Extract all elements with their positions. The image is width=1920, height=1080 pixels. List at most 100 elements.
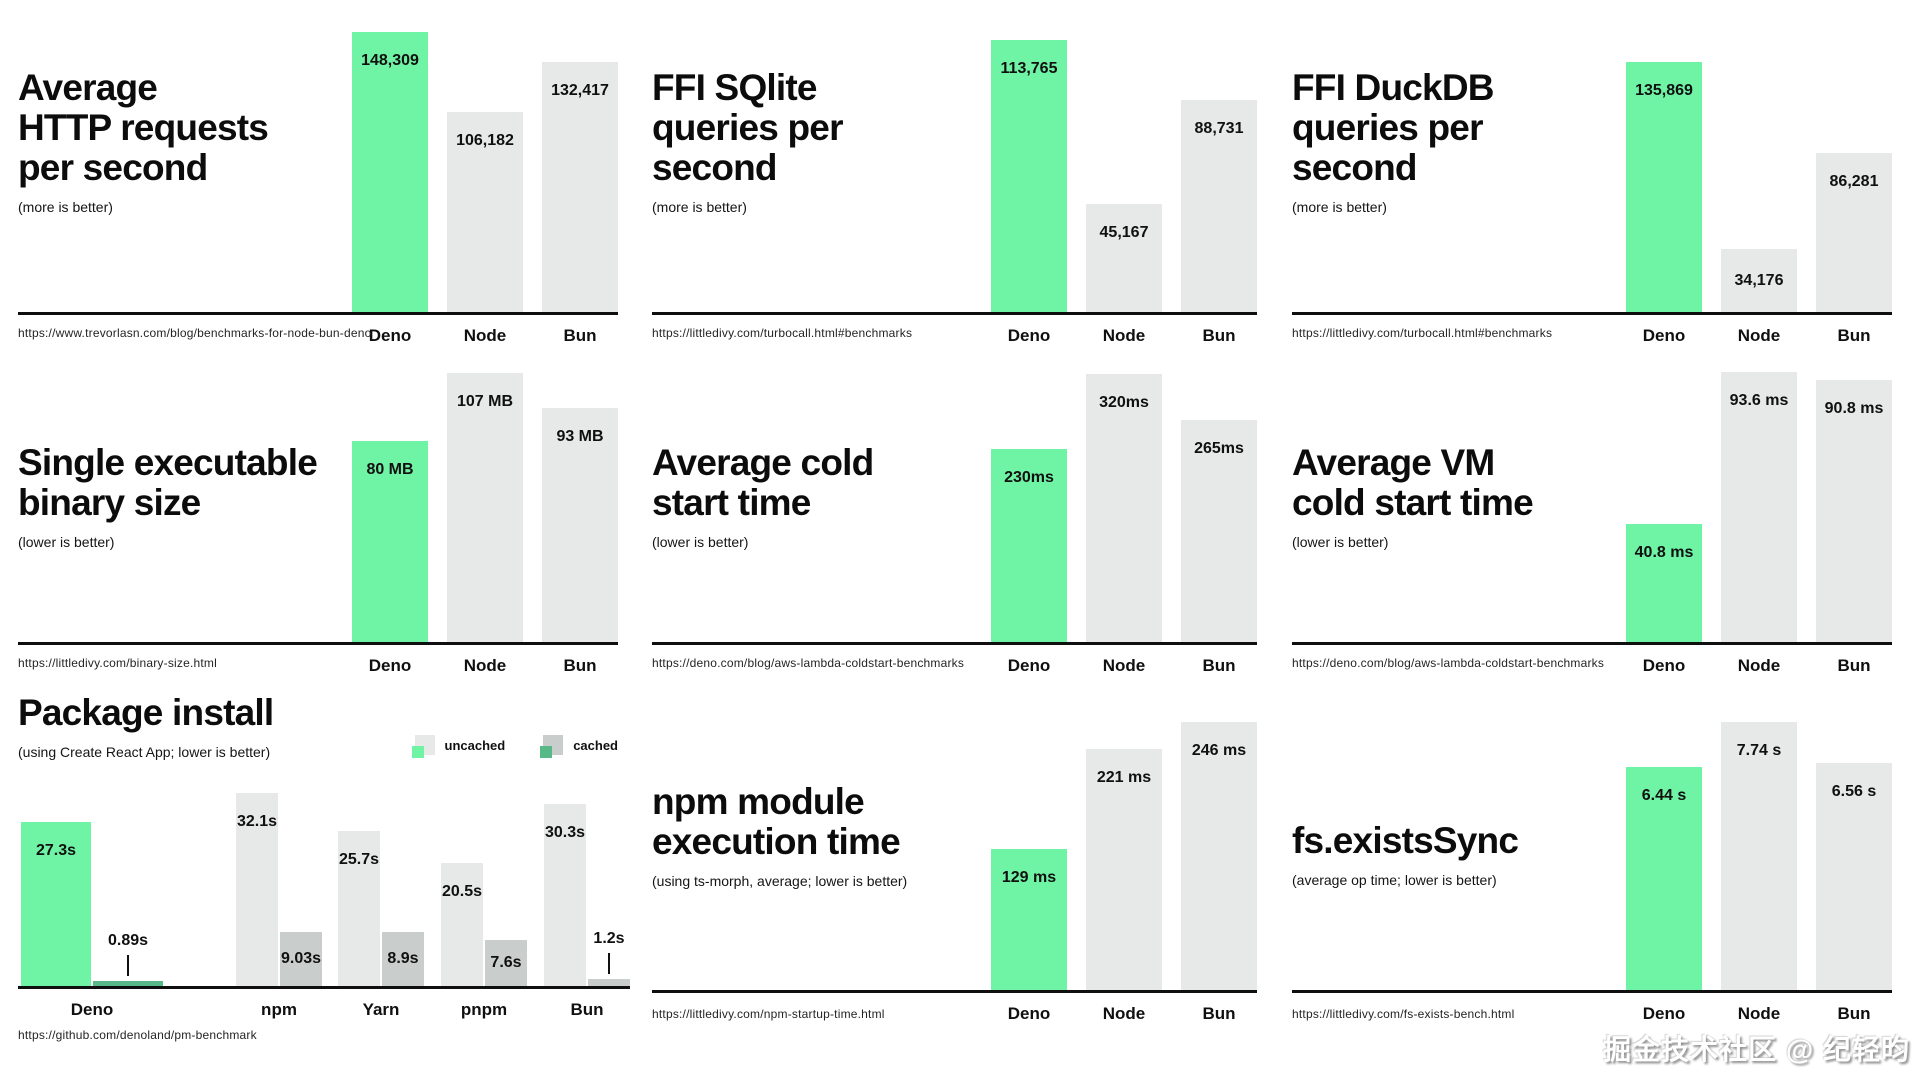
- legend: uncached cached: [411, 735, 618, 758]
- bar-deno: 135,869: [1626, 62, 1702, 312]
- bar-yarn-cached: 8.9s: [382, 932, 424, 986]
- chart-subtitle: (lower is better): [1292, 534, 1389, 550]
- bar-bun-uncached: 30.3s: [544, 804, 586, 986]
- bar-category-label: Deno: [1642, 326, 1686, 345]
- chart-subtitle: (lower is better): [652, 534, 749, 550]
- bar: 9.03s: [280, 932, 322, 986]
- chart-subtitle: (using ts-morph, average; lower is bette…: [652, 873, 908, 889]
- bar-category-label: Deno: [1642, 656, 1686, 675]
- bar-category-label: Node: [463, 326, 507, 345]
- bar-category-label: Node: [1737, 656, 1781, 675]
- chart-subtitle: (more is better): [1292, 199, 1387, 215]
- chart-title-line: Average VM: [1292, 442, 1495, 483]
- bar-node: 107 MB: [447, 373, 523, 642]
- bar: 320ms Node: [1086, 374, 1162, 675]
- chart-title-block: Average cold start time (lower is better): [652, 442, 874, 551]
- bar: 8.9s: [382, 932, 424, 986]
- chart-title-block: FFI DuckDB queries per second (more is bet…: [1292, 67, 1494, 216]
- chart-title-line: binary size: [18, 482, 201, 523]
- bar-value-label: 6.44 s: [1641, 787, 1687, 804]
- bar-value-label: 106,182: [456, 132, 514, 149]
- bar-category-label: Yarn: [362, 1000, 400, 1019]
- bar-bun: 6.56 s: [1816, 763, 1892, 990]
- bar-bun: 265ms: [1181, 420, 1257, 642]
- chart-title-block: fs.existsSync (average op time; lower is…: [1292, 821, 1519, 889]
- bar: 80 MB Deno: [352, 441, 428, 675]
- legend-item-cached: cached: [540, 735, 618, 758]
- bars: 80 MB Deno 107 MB Node 93 MB Bun: [352, 373, 618, 675]
- bar-pnpm-uncached: 20.5s: [441, 863, 483, 986]
- bar-value-label: 25.7s: [338, 851, 380, 868]
- legend-label: uncached: [444, 737, 506, 753]
- chart-title-line: start time: [652, 482, 811, 523]
- chart-subtitle: (using Create React App; lower is better…: [18, 744, 271, 760]
- chart-title-block: Single executable binary size (lower is b…: [18, 443, 318, 551]
- bar-npm-cached: 9.03s: [280, 932, 322, 986]
- bar-group-bun: 30.3s 1.2s Bun: [544, 804, 630, 1019]
- bar: 45,167 Node: [1086, 204, 1162, 345]
- bar-group-deno: 27.3s 0.89s Deno: [21, 822, 163, 1019]
- chart-title-line: per second: [18, 147, 208, 188]
- bar-value-label: 7.74 s: [1736, 742, 1782, 759]
- bar: 0.89s: [93, 932, 163, 986]
- bar: 265ms Bun: [1181, 420, 1257, 675]
- bar-value-label: 86,281: [1829, 173, 1879, 190]
- bar-bun: 88,731: [1181, 100, 1257, 312]
- bar-deno: 129 ms: [991, 849, 1067, 990]
- bar-category-label: Node: [1102, 656, 1146, 675]
- uncached-swatch-icon: [411, 735, 435, 758]
- bar: 113,765 Deno: [991, 40, 1067, 345]
- bar-value-label: 20.5s: [441, 883, 483, 900]
- bar-value-label: 1.2s: [593, 930, 625, 947]
- bar-node: 106,182: [447, 112, 523, 312]
- bar: 27.3s: [21, 822, 91, 986]
- bars: 27.3s 0.89s Deno 32.1s 9.03s npm 25.7s 8.9s Yarn…: [18, 793, 630, 1019]
- bar-category-label: Node: [1737, 1004, 1781, 1023]
- source-url: https://littledivy.com/fs-exists-bench.h…: [1292, 1007, 1515, 1021]
- bar: 135,869 Deno: [1626, 62, 1702, 345]
- chart-title-line: FFI DuckDB: [1292, 67, 1494, 108]
- chart-title-line: queries per: [1292, 107, 1483, 148]
- bar-category-label: Bun: [563, 326, 597, 345]
- bar: 34,176 Node: [1721, 249, 1797, 345]
- bar-value-label: 135,869: [1635, 82, 1693, 99]
- plot-area: 40.8 ms Deno 93.6 ms Node 90.8 ms Bun: [1292, 350, 1892, 675]
- source-url: https://littledivy.com/npm-startup-time.…: [652, 1007, 885, 1021]
- bar-value-label: 80 MB: [366, 461, 414, 478]
- bar-deno: 148,309: [352, 32, 428, 312]
- bar-value-label: 30.3s: [544, 824, 586, 841]
- plot-area: 230ms Deno 320ms Node 265ms Bun: [652, 350, 1257, 675]
- chart-title-line: Average cold: [652, 442, 874, 483]
- bar-value-label: 129 ms: [1001, 869, 1057, 886]
- source-url: https://www.trevorlasn.com/blog/benchmar…: [18, 326, 372, 340]
- bar-value-label: 113,765: [1000, 60, 1058, 77]
- watermark: 掘金技术社区 @ 纪轻昀: [1603, 1034, 1910, 1065]
- bar: 7.74 s Node: [1721, 722, 1797, 1023]
- legend-label: cached: [573, 737, 618, 753]
- bar-category-label: Bun: [1837, 1004, 1871, 1023]
- chart-title: Package install: [18, 693, 274, 733]
- source-url: https://github.com/denoland/pm-benchmark: [18, 1028, 257, 1042]
- chart-ffi-duckdb: FFI DuckDB queries per second (more is bet…: [1292, 20, 1892, 350]
- plot-area: 129 ms Deno 221 ms Node 246 ms Bun: [652, 700, 1257, 1023]
- chart-title-line: HTTP requests: [18, 107, 269, 148]
- bar-category-label: Deno: [1642, 1004, 1686, 1023]
- chart-title-line: second: [652, 147, 778, 188]
- cached-swatch-icon: [540, 735, 564, 758]
- bar-group-npm: 32.1s 9.03s npm: [236, 793, 322, 1019]
- chart-title: Average cold start time: [652, 442, 874, 523]
- chart-subtitle: (more is better): [652, 199, 747, 215]
- bar-group-pnpm: 20.5s 7.6s pnpm: [441, 863, 527, 1019]
- bar-node: 320ms: [1086, 374, 1162, 642]
- bar-value-label: 40.8 ms: [1634, 544, 1694, 561]
- bar-value-label: 93 MB: [556, 428, 604, 445]
- bar-value-label: 34,176: [1734, 272, 1784, 289]
- bar-value-label: 7.6s: [490, 954, 522, 971]
- bar-deno: 230ms: [991, 449, 1067, 642]
- bar-bun: 246 ms: [1181, 722, 1257, 990]
- bar-value-label: 8.9s: [387, 950, 419, 967]
- source-url: https://deno.com/blog/aws-lambda-coldsta…: [652, 656, 965, 670]
- chart-subtitle: (lower is better): [18, 534, 115, 550]
- bar-category-label: Bun: [563, 656, 597, 675]
- chart-subtitle: (more is better): [18, 199, 113, 215]
